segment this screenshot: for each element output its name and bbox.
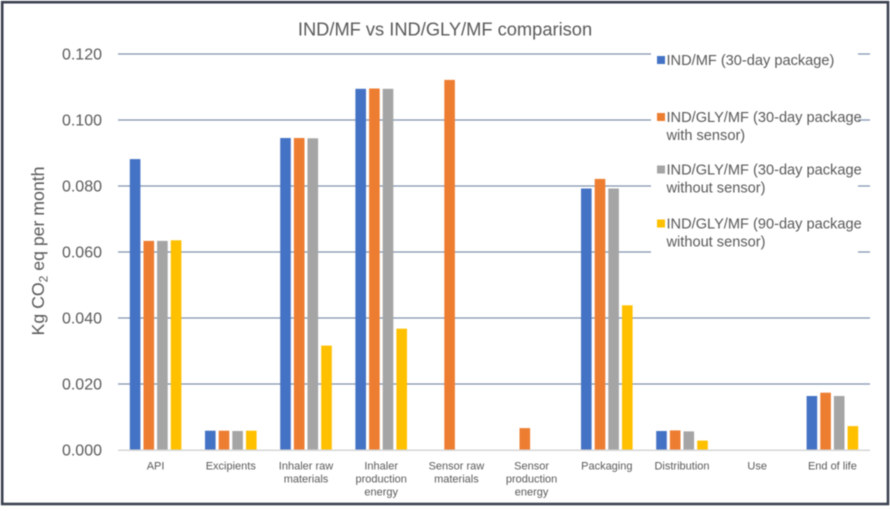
svg-text:0.120: 0.120 [62,47,102,64]
svg-text:Kg CO2 eq per month: Kg CO2 eq per month [28,167,51,336]
svg-text:IND/GLY/MF (90-day package: IND/GLY/MF (90-day package [667,217,862,233]
svg-text:Excipients: Excipients [206,461,257,473]
svg-text:Use: Use [747,461,767,473]
svg-text:without sensor): without sensor) [666,234,766,250]
svg-text:0.040: 0.040 [62,311,102,328]
svg-text:without sensor): without sensor) [666,180,766,196]
svg-text:IND/GLY/MF (30-day package: IND/GLY/MF (30-day package [667,110,862,126]
svg-text:0.080: 0.080 [62,179,102,196]
svg-text:materials: materials [284,474,329,486]
svg-text:Inhaler raw: Inhaler raw [279,461,333,473]
svg-text:materials: materials [434,474,479,486]
svg-text:End of life: End of life [808,461,857,473]
svg-text:Sensor: Sensor [514,461,549,473]
svg-text:production: production [506,474,557,486]
svg-text:Packaging: Packaging [581,461,632,473]
svg-text:IND/MF vs IND/GLY/MF compariso: IND/MF vs IND/GLY/MF comparison [298,19,592,40]
svg-text:with sensor): with sensor) [666,128,746,144]
svg-text:0.100: 0.100 [62,113,102,130]
svg-text:0.000: 0.000 [62,443,102,460]
svg-text:Sensor raw: Sensor raw [429,461,485,473]
svg-text:0.060: 0.060 [62,245,102,262]
svg-text:energy: energy [515,487,549,499]
svg-text:production: production [356,474,407,486]
svg-text:Inhaler: Inhaler [364,461,398,473]
svg-text:energy: energy [364,487,398,499]
svg-text:0.020: 0.020 [62,377,102,394]
svg-text:API: API [147,461,165,473]
svg-text:IND/GLY/MF (30-day package: IND/GLY/MF (30-day package [667,163,862,179]
svg-text:Distribution: Distribution [654,461,709,473]
svg-text:IND/MF (30-day package): IND/MF (30-day package) [667,53,835,69]
